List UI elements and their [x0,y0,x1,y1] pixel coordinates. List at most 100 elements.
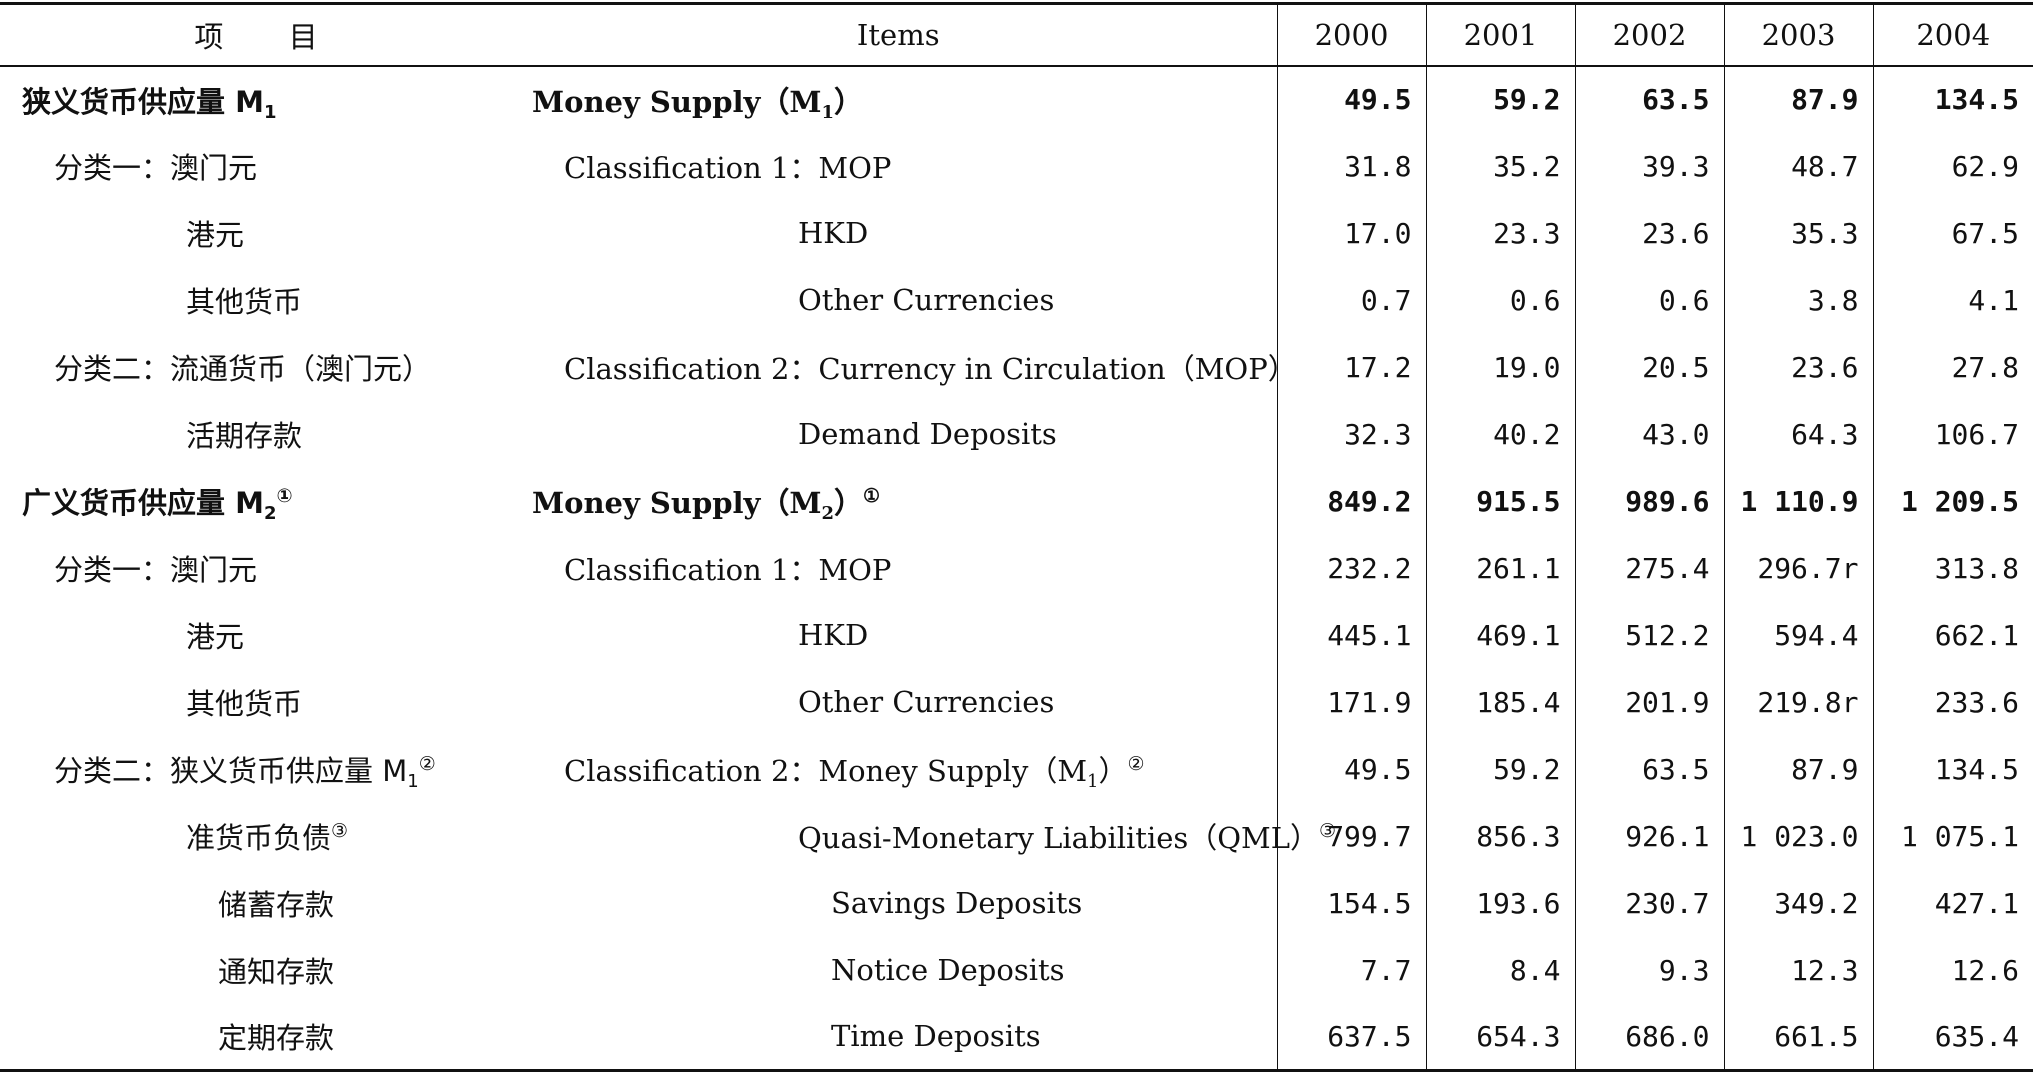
header-year-2001: 2001 [1425,3,1575,66]
row-label-en-text: Classification 1：MOP [564,151,892,185]
table-row: 通知存款 Notice Deposits 7.7 8.4 9.3 12.3 12.6 [0,936,2033,1004]
value-cell-2004: 662.1 [1872,601,2033,669]
value-cell-2004: 427.1 [1872,869,2033,937]
row-label-zh-text: 定期存款 [218,1021,335,1056]
header-item-zh: 项 目 [194,19,346,54]
value-cell-2000: 0.7 [1276,266,1426,334]
value-cell-2000: 49.5 [1276,65,1426,133]
value-cell-2000: 232.2 [1276,534,1426,602]
value-cell-2003: 35.3 [1723,199,1873,267]
row-label-en: Money Supply（M1） [520,66,1277,133]
value-cell-2001: 654.3 [1425,1003,1575,1071]
row-label-en-text: HKD [798,618,869,652]
value-cell-2004: 62.9 [1872,132,2033,200]
value-cell-2001: 8.4 [1425,936,1575,1004]
row-label-zh: 准货币负债③ [0,803,520,870]
value-cell-2000: 171.9 [1276,668,1426,736]
row-label-en: Savings Deposits [520,870,1277,937]
row-label-en-subscript: 1 [821,101,835,123]
row-label-zh-text: 分类一：澳门元 [54,553,258,587]
value-cell-2003: 296.7r [1723,534,1873,602]
row-label-zh-text: 分类一：澳门元 [54,151,258,185]
table-row: 分类二：流通货币（澳门元） Classification 2：Currency i… [0,333,2033,401]
row-label-en: Other Currencies [520,669,1277,736]
row-label-zh: 分类一：澳门元 [0,535,520,602]
row-label-en: Demand Deposits [520,401,1277,468]
header-year-2002: 2002 [1574,3,1724,66]
table-row: 储蓄存款 Savings Deposits 154.5 193.6 230.7 349.2… [0,869,2033,937]
table-row: 定期存款 Time Deposits 637.5 654.3 686.0 661.5 635… [0,1003,2033,1071]
row-label-zh-text: 分类二：流通货币（澳门元） [54,352,432,386]
row-label-zh-subscript: 1 [263,101,277,123]
header-year-2004: 2004 [1872,3,2033,66]
row-label-zh: 港元 [0,602,520,669]
value-cell-2002: 926.1 [1574,802,1724,870]
row-label-zh: 港元 [0,200,520,267]
row-label-zh-footnote: ② [418,753,436,775]
value-cell-2001: 261.1 [1425,534,1575,602]
row-label-en-text: Other Currencies [798,685,1055,719]
value-cell-2004: 134.5 [1872,735,2033,803]
row-label-en: HKD [520,602,1277,669]
value-cell-2000: 31.8 [1276,132,1426,200]
value-cell-2001: 59.2 [1425,65,1575,133]
table-row: 活期存款 Demand Deposits 32.3 40.2 43.0 64.3 106.7 [0,400,2033,468]
row-label-zh: 通知存款 [0,937,520,1004]
table-row: 其他货币 Other Currencies 171.9 185.4 201.9 219.8… [0,668,2033,736]
row-label-zh: 活期存款 [0,401,520,468]
value-cell-2000: 445.1 [1276,601,1426,669]
value-cell-2003: 594.4 [1723,601,1873,669]
value-cell-2003: 3.8 [1723,266,1873,334]
row-label-en-text: Other Currencies [798,283,1055,317]
row-label-en-suffix: ） [834,486,864,520]
row-label-en-text: Demand Deposits [798,417,1057,451]
header-row: 项 目 Items 2000 2001 2002 2003 2004 [0,3,2033,66]
row-label-en: Quasi-Monetary Liabilities（QML）③ [520,803,1336,870]
value-cell-2002: 230.7 [1574,869,1724,937]
row-label-en-text: Time Deposits [831,1019,1041,1054]
value-cell-2004: 106.7 [1872,400,2033,468]
value-cell-2003: 1 110.9 [1723,467,1873,535]
row-label-zh-text: 港元 [186,620,245,654]
row-label-en-suffix: ） [834,84,864,119]
value-cell-2004: 67.5 [1872,199,2033,267]
row-label-en-subscript: 1 [1087,771,1099,792]
value-cell-2004: 134.5 [1872,65,2033,133]
value-cell-2002: 39.3 [1574,132,1724,200]
row-label-en: Classification 1：MOP [520,133,1277,200]
table-row: 港元 HKD 17.0 23.3 23.6 35.3 67.5 [0,199,2033,267]
table-header: 项 目 Items 2000 2001 2002 2003 2004 [0,3,2033,66]
value-cell-2001: 469.1 [1425,601,1575,669]
value-cell-2004: 1 075.1 [1872,802,2033,870]
row-label-zh: 分类一：澳门元 [0,133,520,200]
row-label-zh-text: 其他货币 [186,285,303,319]
value-cell-2002: 686.0 [1574,1003,1724,1071]
row-label-zh-subscript: 1 [407,771,419,792]
value-cell-2001: 185.4 [1425,668,1575,736]
row-label-en: Classification 2：Currency in Circulation… [520,334,1297,401]
value-cell-2003: 1 023.0 [1723,802,1873,870]
value-cell-2003: 87.9 [1723,735,1873,803]
table-row: 分类一：澳门元 Classification 1：MOP 31.8 35.2 39.3 4… [0,132,2033,200]
value-cell-2002: 43.0 [1574,400,1724,468]
row-label-zh-text: 其他货币 [186,687,303,721]
row-label-zh: 其他货币 [0,267,520,334]
value-cell-2000: 637.5 [1276,1003,1426,1071]
row-label-en: Classification 2：Money Supply（M1）② [520,736,1277,803]
row-label-en: HKD [520,200,1277,267]
row-label-zh-text: 储蓄存款 [218,888,335,922]
row-label-en-text: Notice Deposits [831,953,1065,987]
value-cell-2002: 0.6 [1574,266,1724,334]
row-label-zh-text: 分类二：狭义货币供应量 M [54,754,408,788]
row-label-zh-text: 通知存款 [218,955,335,989]
row-label-en-text: Savings Deposits [831,886,1083,920]
row-label-en-text: Quasi-Monetary Liabilities（QML） [798,821,1320,855]
value-cell-2001: 23.3 [1425,199,1575,267]
value-cell-2002: 275.4 [1574,534,1724,602]
table-row: 其他货币 Other Currencies 0.7 0.6 0.6 3.8 4.1 [0,266,2033,334]
row-label-zh-text: 狭义货币供应量 M [22,84,264,119]
value-cell-2001: 35.2 [1425,132,1575,200]
row-label-en-footnote: ① [863,485,881,507]
